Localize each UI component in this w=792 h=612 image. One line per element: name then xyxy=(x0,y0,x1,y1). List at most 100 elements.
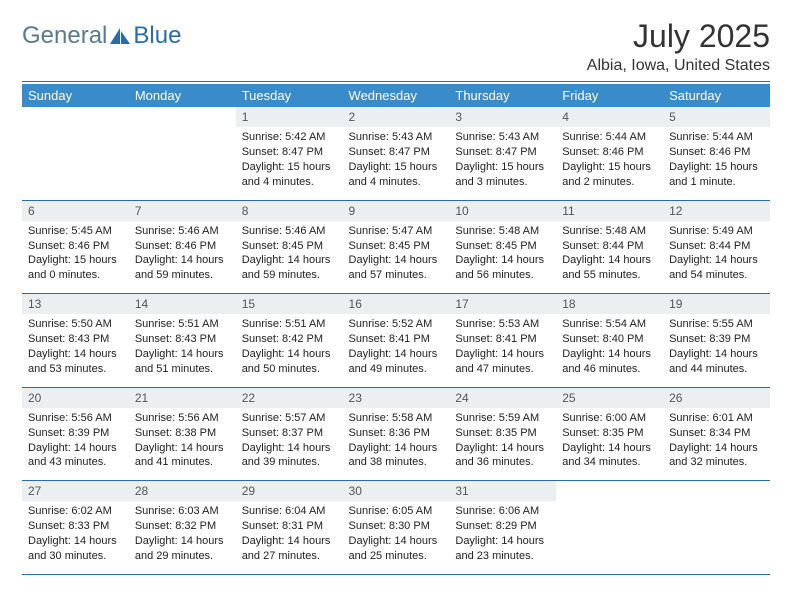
day-info-cell: Sunrise: 6:02 AMSunset: 8:33 PMDaylight:… xyxy=(22,501,129,573)
day-number-row: 6789101112 xyxy=(22,200,770,221)
day-number-cell: 20 xyxy=(22,387,129,408)
day-info-cell: Sunrise: 6:06 AMSunset: 8:29 PMDaylight:… xyxy=(449,501,556,573)
daylight-text: Daylight: 15 hours and 4 minutes. xyxy=(242,160,337,190)
sunrise-text: Sunrise: 6:02 AM xyxy=(28,504,123,519)
daylight-text: Daylight: 14 hours and 46 minutes. xyxy=(562,347,657,377)
day-number-row: 2728293031 xyxy=(22,481,770,502)
sunset-text: Sunset: 8:43 PM xyxy=(135,332,230,347)
day-number-cell: 21 xyxy=(129,387,236,408)
day-number-cell: 23 xyxy=(343,387,450,408)
day-info-cell xyxy=(129,127,236,200)
sunrise-text: Sunrise: 6:03 AM xyxy=(135,504,230,519)
sunset-text: Sunset: 8:47 PM xyxy=(349,145,444,160)
sunset-text: Sunset: 8:31 PM xyxy=(242,519,337,534)
day-number-cell: 9 xyxy=(343,200,450,221)
sunrise-text: Sunrise: 5:47 AM xyxy=(349,224,444,239)
day-info-cell: Sunrise: 5:43 AMSunset: 8:47 PMDaylight:… xyxy=(343,127,450,200)
sunrise-text: Sunrise: 5:53 AM xyxy=(455,317,550,332)
day-number-cell: 25 xyxy=(556,387,663,408)
weekday-header: Thursday xyxy=(449,84,556,107)
sunset-text: Sunset: 8:46 PM xyxy=(28,239,123,254)
day-info-cell: Sunrise: 6:01 AMSunset: 8:34 PMDaylight:… xyxy=(663,408,770,481)
daylight-text: Daylight: 14 hours and 54 minutes. xyxy=(669,253,764,283)
day-number-row: 13141516171819 xyxy=(22,294,770,315)
day-number-cell: 2 xyxy=(343,107,450,127)
sunrise-text: Sunrise: 5:55 AM xyxy=(669,317,764,332)
day-number-cell xyxy=(129,107,236,127)
sunset-text: Sunset: 8:46 PM xyxy=(135,239,230,254)
sunrise-text: Sunrise: 5:46 AM xyxy=(242,224,337,239)
day-number-cell: 19 xyxy=(663,294,770,315)
day-info-cell: Sunrise: 5:48 AMSunset: 8:45 PMDaylight:… xyxy=(449,221,556,294)
sunrise-text: Sunrise: 5:45 AM xyxy=(28,224,123,239)
sunset-text: Sunset: 8:44 PM xyxy=(562,239,657,254)
location: Albia, Iowa, United States xyxy=(587,57,770,75)
sunrise-text: Sunrise: 5:50 AM xyxy=(28,317,123,332)
daylight-text: Daylight: 14 hours and 49 minutes. xyxy=(349,347,444,377)
daylight-text: Daylight: 14 hours and 51 minutes. xyxy=(135,347,230,377)
day-info-cell: Sunrise: 5:51 AMSunset: 8:43 PMDaylight:… xyxy=(129,314,236,387)
sunset-text: Sunset: 8:38 PM xyxy=(135,426,230,441)
weekday-header-row: Sunday Monday Tuesday Wednesday Thursday… xyxy=(22,84,770,107)
sunset-text: Sunset: 8:45 PM xyxy=(349,239,444,254)
day-info-cell xyxy=(22,127,129,200)
day-info-cell: Sunrise: 6:04 AMSunset: 8:31 PMDaylight:… xyxy=(236,501,343,573)
day-number-cell: 31 xyxy=(449,481,556,502)
day-info-cell: Sunrise: 5:49 AMSunset: 8:44 PMDaylight:… xyxy=(663,221,770,294)
sunset-text: Sunset: 8:35 PM xyxy=(562,426,657,441)
day-number-cell: 7 xyxy=(129,200,236,221)
day-info-cell: Sunrise: 5:53 AMSunset: 8:41 PMDaylight:… xyxy=(449,314,556,387)
sunset-text: Sunset: 8:40 PM xyxy=(562,332,657,347)
sunset-text: Sunset: 8:36 PM xyxy=(349,426,444,441)
day-number-cell: 8 xyxy=(236,200,343,221)
day-number-cell: 11 xyxy=(556,200,663,221)
sunrise-text: Sunrise: 5:42 AM xyxy=(242,130,337,145)
daylight-text: Daylight: 14 hours and 36 minutes. xyxy=(455,441,550,471)
day-number-cell: 3 xyxy=(449,107,556,127)
day-info-cell: Sunrise: 6:00 AMSunset: 8:35 PMDaylight:… xyxy=(556,408,663,481)
daylight-text: Daylight: 14 hours and 39 minutes. xyxy=(242,441,337,471)
sunset-text: Sunset: 8:41 PM xyxy=(455,332,550,347)
day-info-cell: Sunrise: 6:05 AMSunset: 8:30 PMDaylight:… xyxy=(343,501,450,573)
sunset-text: Sunset: 8:46 PM xyxy=(669,145,764,160)
sunset-text: Sunset: 8:47 PM xyxy=(455,145,550,160)
sunrise-text: Sunrise: 5:51 AM xyxy=(135,317,230,332)
daylight-text: Daylight: 14 hours and 59 minutes. xyxy=(135,253,230,283)
sunset-text: Sunset: 8:46 PM xyxy=(562,145,657,160)
sunrise-text: Sunrise: 5:51 AM xyxy=(242,317,337,332)
sunrise-text: Sunrise: 5:43 AM xyxy=(349,130,444,145)
day-info-cell: Sunrise: 5:48 AMSunset: 8:44 PMDaylight:… xyxy=(556,221,663,294)
day-info-cell: Sunrise: 5:56 AMSunset: 8:38 PMDaylight:… xyxy=(129,408,236,481)
daylight-text: Daylight: 15 hours and 0 minutes. xyxy=(28,253,123,283)
day-info-cell: Sunrise: 5:46 AMSunset: 8:45 PMDaylight:… xyxy=(236,221,343,294)
sunrise-text: Sunrise: 5:48 AM xyxy=(455,224,550,239)
top-divider xyxy=(22,81,770,82)
sunrise-text: Sunrise: 5:56 AM xyxy=(28,411,123,426)
sunrise-text: Sunrise: 5:57 AM xyxy=(242,411,337,426)
day-info-cell: Sunrise: 6:03 AMSunset: 8:32 PMDaylight:… xyxy=(129,501,236,573)
day-number-cell: 17 xyxy=(449,294,556,315)
sunset-text: Sunset: 8:44 PM xyxy=(669,239,764,254)
sunset-text: Sunset: 8:43 PM xyxy=(28,332,123,347)
sunrise-text: Sunrise: 6:04 AM xyxy=(242,504,337,519)
day-number-cell: 10 xyxy=(449,200,556,221)
day-info-cell: Sunrise: 5:43 AMSunset: 8:47 PMDaylight:… xyxy=(449,127,556,200)
sunrise-text: Sunrise: 5:49 AM xyxy=(669,224,764,239)
day-number-cell xyxy=(663,481,770,502)
day-info-row: Sunrise: 5:56 AMSunset: 8:39 PMDaylight:… xyxy=(22,408,770,481)
daylight-text: Daylight: 14 hours and 50 minutes. xyxy=(242,347,337,377)
weekday-header: Sunday xyxy=(22,84,129,107)
day-info-cell: Sunrise: 5:59 AMSunset: 8:35 PMDaylight:… xyxy=(449,408,556,481)
logo-text-general: General xyxy=(22,22,107,50)
sunset-text: Sunset: 8:41 PM xyxy=(349,332,444,347)
day-info-cell: Sunrise: 5:46 AMSunset: 8:46 PMDaylight:… xyxy=(129,221,236,294)
sunset-text: Sunset: 8:39 PM xyxy=(669,332,764,347)
day-number-cell: 1 xyxy=(236,107,343,127)
month-title: July 2025 xyxy=(587,18,770,55)
day-number-row: 12345 xyxy=(22,107,770,127)
sunrise-text: Sunrise: 5:56 AM xyxy=(135,411,230,426)
daylight-text: Daylight: 14 hours and 25 minutes. xyxy=(349,534,444,564)
daylight-text: Daylight: 14 hours and 57 minutes. xyxy=(349,253,444,283)
day-info-cell: Sunrise: 5:45 AMSunset: 8:46 PMDaylight:… xyxy=(22,221,129,294)
daylight-text: Daylight: 15 hours and 4 minutes. xyxy=(349,160,444,190)
